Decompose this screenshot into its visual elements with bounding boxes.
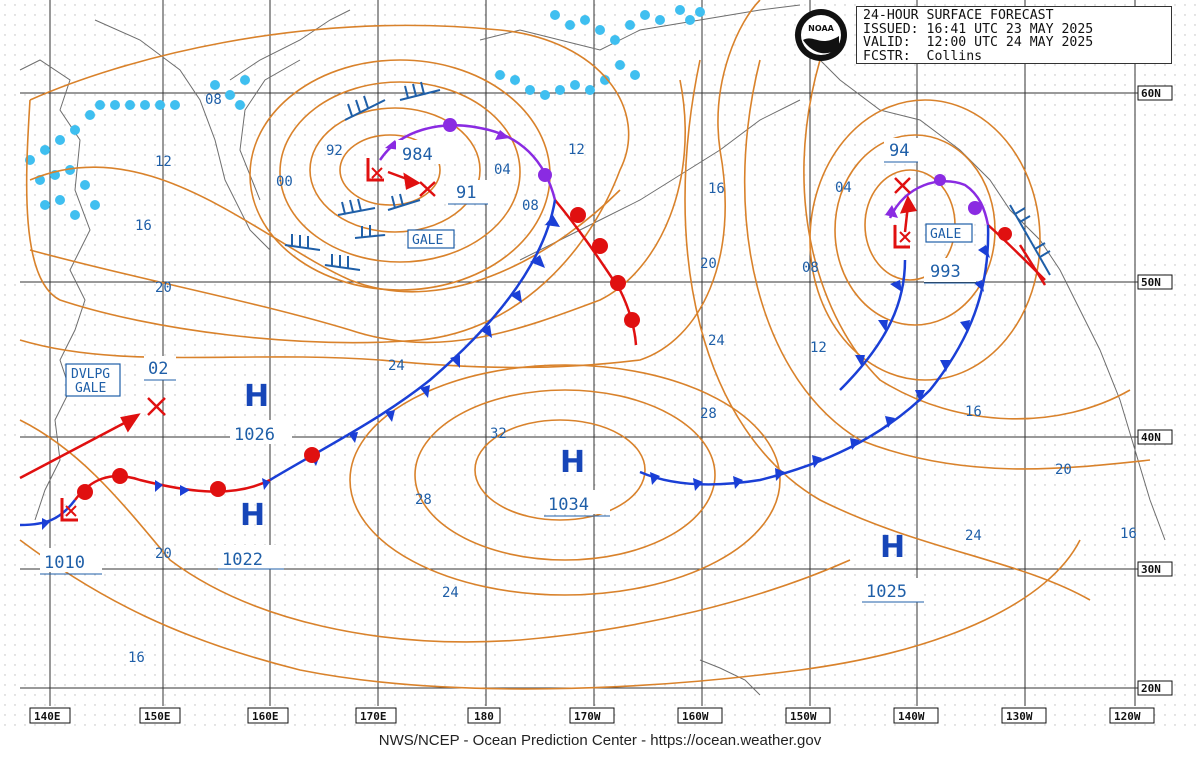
longitude-labels: 140E 150E 160E 170E 180 170W 160W 150W 1…: [29, 707, 1155, 724]
warm-front-southwest: [74, 474, 271, 501]
low-pressure-labels: 984 91 GALE 993 94 GALE 1010 DVLPG GALE …: [40, 138, 976, 575]
svg-text:140W: 140W: [898, 710, 925, 723]
low-symbol-southwest: [60, 498, 78, 522]
svg-text:16: 16: [1120, 526, 1137, 542]
svg-text:60N: 60N: [1141, 87, 1161, 100]
svg-text:04: 04: [494, 162, 511, 178]
svg-text:20: 20: [700, 256, 717, 272]
low-pressure-value: 993: [930, 262, 961, 282]
forecast-title-box: 24-HOUR SURFACE FORECAST ISSUED: 16:41 U…: [856, 6, 1172, 64]
svg-text:NOAA: NOAA: [808, 24, 834, 33]
svg-text:160W: 160W: [682, 710, 709, 723]
cold-front-west: [269, 199, 557, 482]
dvlpg-warning-line1: DVLPG: [71, 367, 110, 382]
svg-text:12: 12: [810, 340, 827, 356]
gale-warning-label: GALE: [930, 227, 961, 242]
svg-text:00: 00: [276, 174, 293, 190]
low-forecast-pressure: 94: [889, 141, 909, 161]
high-symbol: H: [244, 379, 269, 414]
developing-pressure: 02: [148, 359, 168, 379]
low-pressure-value: 1010: [44, 553, 85, 573]
wind-barbs: [284, 81, 1051, 276]
svg-text:170W: 170W: [574, 710, 601, 723]
valid-line: VALID: 12:00 UTC 24 MAY 2025: [863, 35, 1094, 50]
svg-text:20N: 20N: [1141, 682, 1161, 695]
dotted-grid-background: [0, 0, 1200, 730]
svg-text:24: 24: [708, 333, 725, 349]
svg-text:28: 28: [415, 492, 432, 508]
dvlpg-warning-line2: GALE: [75, 381, 106, 396]
high-symbol: H: [880, 530, 905, 565]
isobar-value-labels: 08 12 16 20 24 00 92 04 12 08 16 20 24 2…: [128, 92, 1137, 666]
high-pressure-centers: H 1026 H 1022 H 1034 H 1025: [218, 379, 924, 603]
svg-text:20: 20: [155, 280, 172, 296]
low-pressure-value: 984: [402, 145, 433, 165]
svg-text:16: 16: [965, 404, 982, 420]
occluded-front-east: [888, 180, 990, 226]
high-symbol: H: [560, 445, 585, 480]
forecaster-line: FCSTR: Collins: [863, 48, 983, 64]
svg-text:160E: 160E: [252, 710, 279, 723]
svg-text:92: 92: [326, 143, 343, 159]
storm-tracks: [19, 170, 1047, 480]
svg-text:140E: 140E: [34, 710, 61, 723]
isobars: [19, 0, 1151, 690]
footer-credit: NWS/NCEP - Ocean Prediction Center - htt…: [378, 732, 822, 749]
cold-front-east: [639, 224, 990, 486]
svg-text:40N: 40N: [1141, 431, 1161, 444]
svg-text:32: 32: [490, 426, 507, 442]
gale-warning-label: GALE: [412, 233, 443, 248]
svg-text:24: 24: [965, 528, 982, 544]
cold-front-trailing: [839, 259, 907, 391]
svg-text:12: 12: [568, 142, 585, 158]
svg-text:08: 08: [205, 92, 222, 108]
fronts: [19, 118, 1046, 530]
svg-text:20: 20: [155, 546, 172, 562]
title-line: 24-HOUR SURFACE FORECAST: [863, 8, 1054, 23]
high-pressure-value: 1022: [222, 550, 263, 570]
svg-text:28: 28: [700, 406, 717, 422]
svg-text:120W: 120W: [1114, 710, 1141, 723]
svg-text:24: 24: [442, 585, 459, 601]
svg-text:16: 16: [135, 218, 152, 234]
svg-text:04: 04: [835, 180, 852, 196]
svg-text:24: 24: [388, 358, 405, 374]
svg-text:20: 20: [1055, 462, 1072, 478]
latitude-labels: 60N 50N 40N 30N 20N: [1137, 85, 1173, 696]
issued-line: ISSUED: 16:41 UTC 23 MAY 2025: [863, 21, 1094, 37]
noaa-logo: NOAA: [794, 8, 848, 62]
cold-front-southwest: [19, 499, 76, 527]
high-pressure-value: 1026: [234, 425, 275, 445]
svg-text:12: 12: [155, 154, 172, 170]
coastlines: [19, 4, 1166, 696]
high-pressure-value: 1034: [548, 495, 589, 515]
svg-text:170E: 170E: [360, 710, 387, 723]
svg-text:150W: 150W: [790, 710, 817, 723]
svg-text:150E: 150E: [144, 710, 171, 723]
high-pressure-value: 1025: [866, 582, 907, 602]
svg-text:16: 16: [128, 650, 145, 666]
low-forecast-pressure: 91: [456, 183, 476, 203]
low-symbol-east: [893, 225, 910, 249]
svg-text:130W: 130W: [1006, 710, 1033, 723]
svg-text:30N: 30N: [1141, 563, 1161, 576]
svg-text:16: 16: [708, 181, 725, 197]
high-symbol: H: [240, 498, 265, 533]
svg-text:50N: 50N: [1141, 276, 1161, 289]
svg-text:08: 08: [522, 198, 539, 214]
low-symbol-west: [366, 158, 384, 182]
svg-text:08: 08: [802, 260, 819, 276]
svg-text:180: 180: [474, 710, 494, 723]
low-markers: [60, 158, 911, 522]
occluded-front-west: [378, 124, 557, 201]
